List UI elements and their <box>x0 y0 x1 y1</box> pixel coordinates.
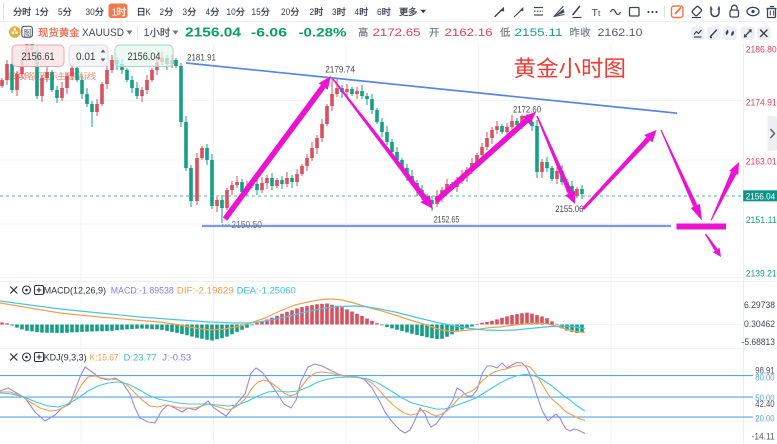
svg-text:KDJ(9,3,3): KDJ(9,3,3) <box>44 352 87 363</box>
svg-text:98.91: 98.91 <box>755 366 774 377</box>
svg-text:DIF:-2.19829: DIF:-2.19829 <box>177 285 234 296</box>
svg-text:2: 2 <box>160 7 165 18</box>
svg-text:XAUUSD: XAUUSD <box>82 27 124 39</box>
svg-text:D:23.77: D:23.77 <box>124 352 157 363</box>
svg-text:10: 10 <box>227 7 236 18</box>
svg-text:80.00: 80.00 <box>755 373 774 384</box>
svg-text:30: 30 <box>86 7 95 18</box>
svg-text:2155.11: 2155.11 <box>515 27 563 39</box>
svg-text:-6.06: -6.06 <box>251 26 287 40</box>
svg-text:2151.11: 2151.11 <box>746 215 777 226</box>
svg-text:MACD(12,26,9): MACD(12,26,9) <box>44 285 106 296</box>
svg-text:2179.74: 2179.74 <box>325 65 355 76</box>
svg-text:K:15.67: K:15.67 <box>90 352 119 363</box>
svg-text:2162.10: 2162.10 <box>598 27 643 39</box>
svg-text:0.30462: 0.30462 <box>744 319 775 330</box>
svg-text:2186.80: 2186.80 <box>746 44 777 55</box>
svg-text:2139.21: 2139.21 <box>746 268 777 279</box>
svg-text:0.01: 0.01 <box>76 51 96 63</box>
svg-text:2172.65: 2172.65 <box>373 27 421 39</box>
svg-text:15: 15 <box>252 7 261 18</box>
svg-text:5: 5 <box>58 7 63 18</box>
svg-text:4: 4 <box>355 7 360 18</box>
svg-text:2155.06: 2155.06 <box>555 204 583 215</box>
svg-text:DEA:-1.25060: DEA:-1.25060 <box>237 285 296 296</box>
svg-text:MACD:-1.89538: MACD:-1.89538 <box>111 285 174 296</box>
svg-text:K: K <box>146 7 152 18</box>
svg-text:6.29738: 6.29738 <box>744 300 775 311</box>
svg-text:2156.61: 2156.61 <box>22 51 55 63</box>
svg-text:2174.91: 2174.91 <box>746 98 777 109</box>
svg-text:2172.60: 2172.60 <box>513 105 541 116</box>
svg-text:20: 20 <box>281 7 290 18</box>
svg-text:-0.28%: -0.28% <box>299 26 347 40</box>
svg-text:2181.91: 2181.91 <box>187 53 216 64</box>
svg-text:2162.16: 2162.16 <box>445 27 493 39</box>
svg-text:4: 4 <box>206 7 211 18</box>
svg-text:50.00: 50.00 <box>755 393 774 404</box>
svg-text:2150.50: 2150.50 <box>231 220 262 231</box>
svg-text:1: 1 <box>144 27 150 39</box>
svg-text:3: 3 <box>332 7 337 18</box>
svg-text:42.40: 42.40 <box>755 399 774 410</box>
svg-text:-14.11: -14.11 <box>752 432 775 443</box>
svg-text:1: 1 <box>112 7 118 18</box>
svg-text:2152.65: 2152.65 <box>434 215 460 226</box>
svg-text:2163.01: 2163.01 <box>746 157 777 168</box>
svg-text:J:-0.53: J:-0.53 <box>162 352 191 363</box>
svg-text:2156.04: 2156.04 <box>746 191 776 201</box>
svg-text:-5.68813: -5.68813 <box>742 337 776 348</box>
svg-text:2: 2 <box>310 7 315 18</box>
svg-text:t: t <box>598 8 601 18</box>
svg-text:T: T <box>592 7 599 19</box>
svg-text:2156.04: 2156.04 <box>128 51 161 63</box>
svg-text:20.00: 20.00 <box>755 413 774 424</box>
svg-text:3: 3 <box>183 7 188 18</box>
svg-text:2156.04: 2156.04 <box>185 26 241 40</box>
svg-text:6: 6 <box>377 7 382 18</box>
svg-text:1: 1 <box>35 7 40 18</box>
